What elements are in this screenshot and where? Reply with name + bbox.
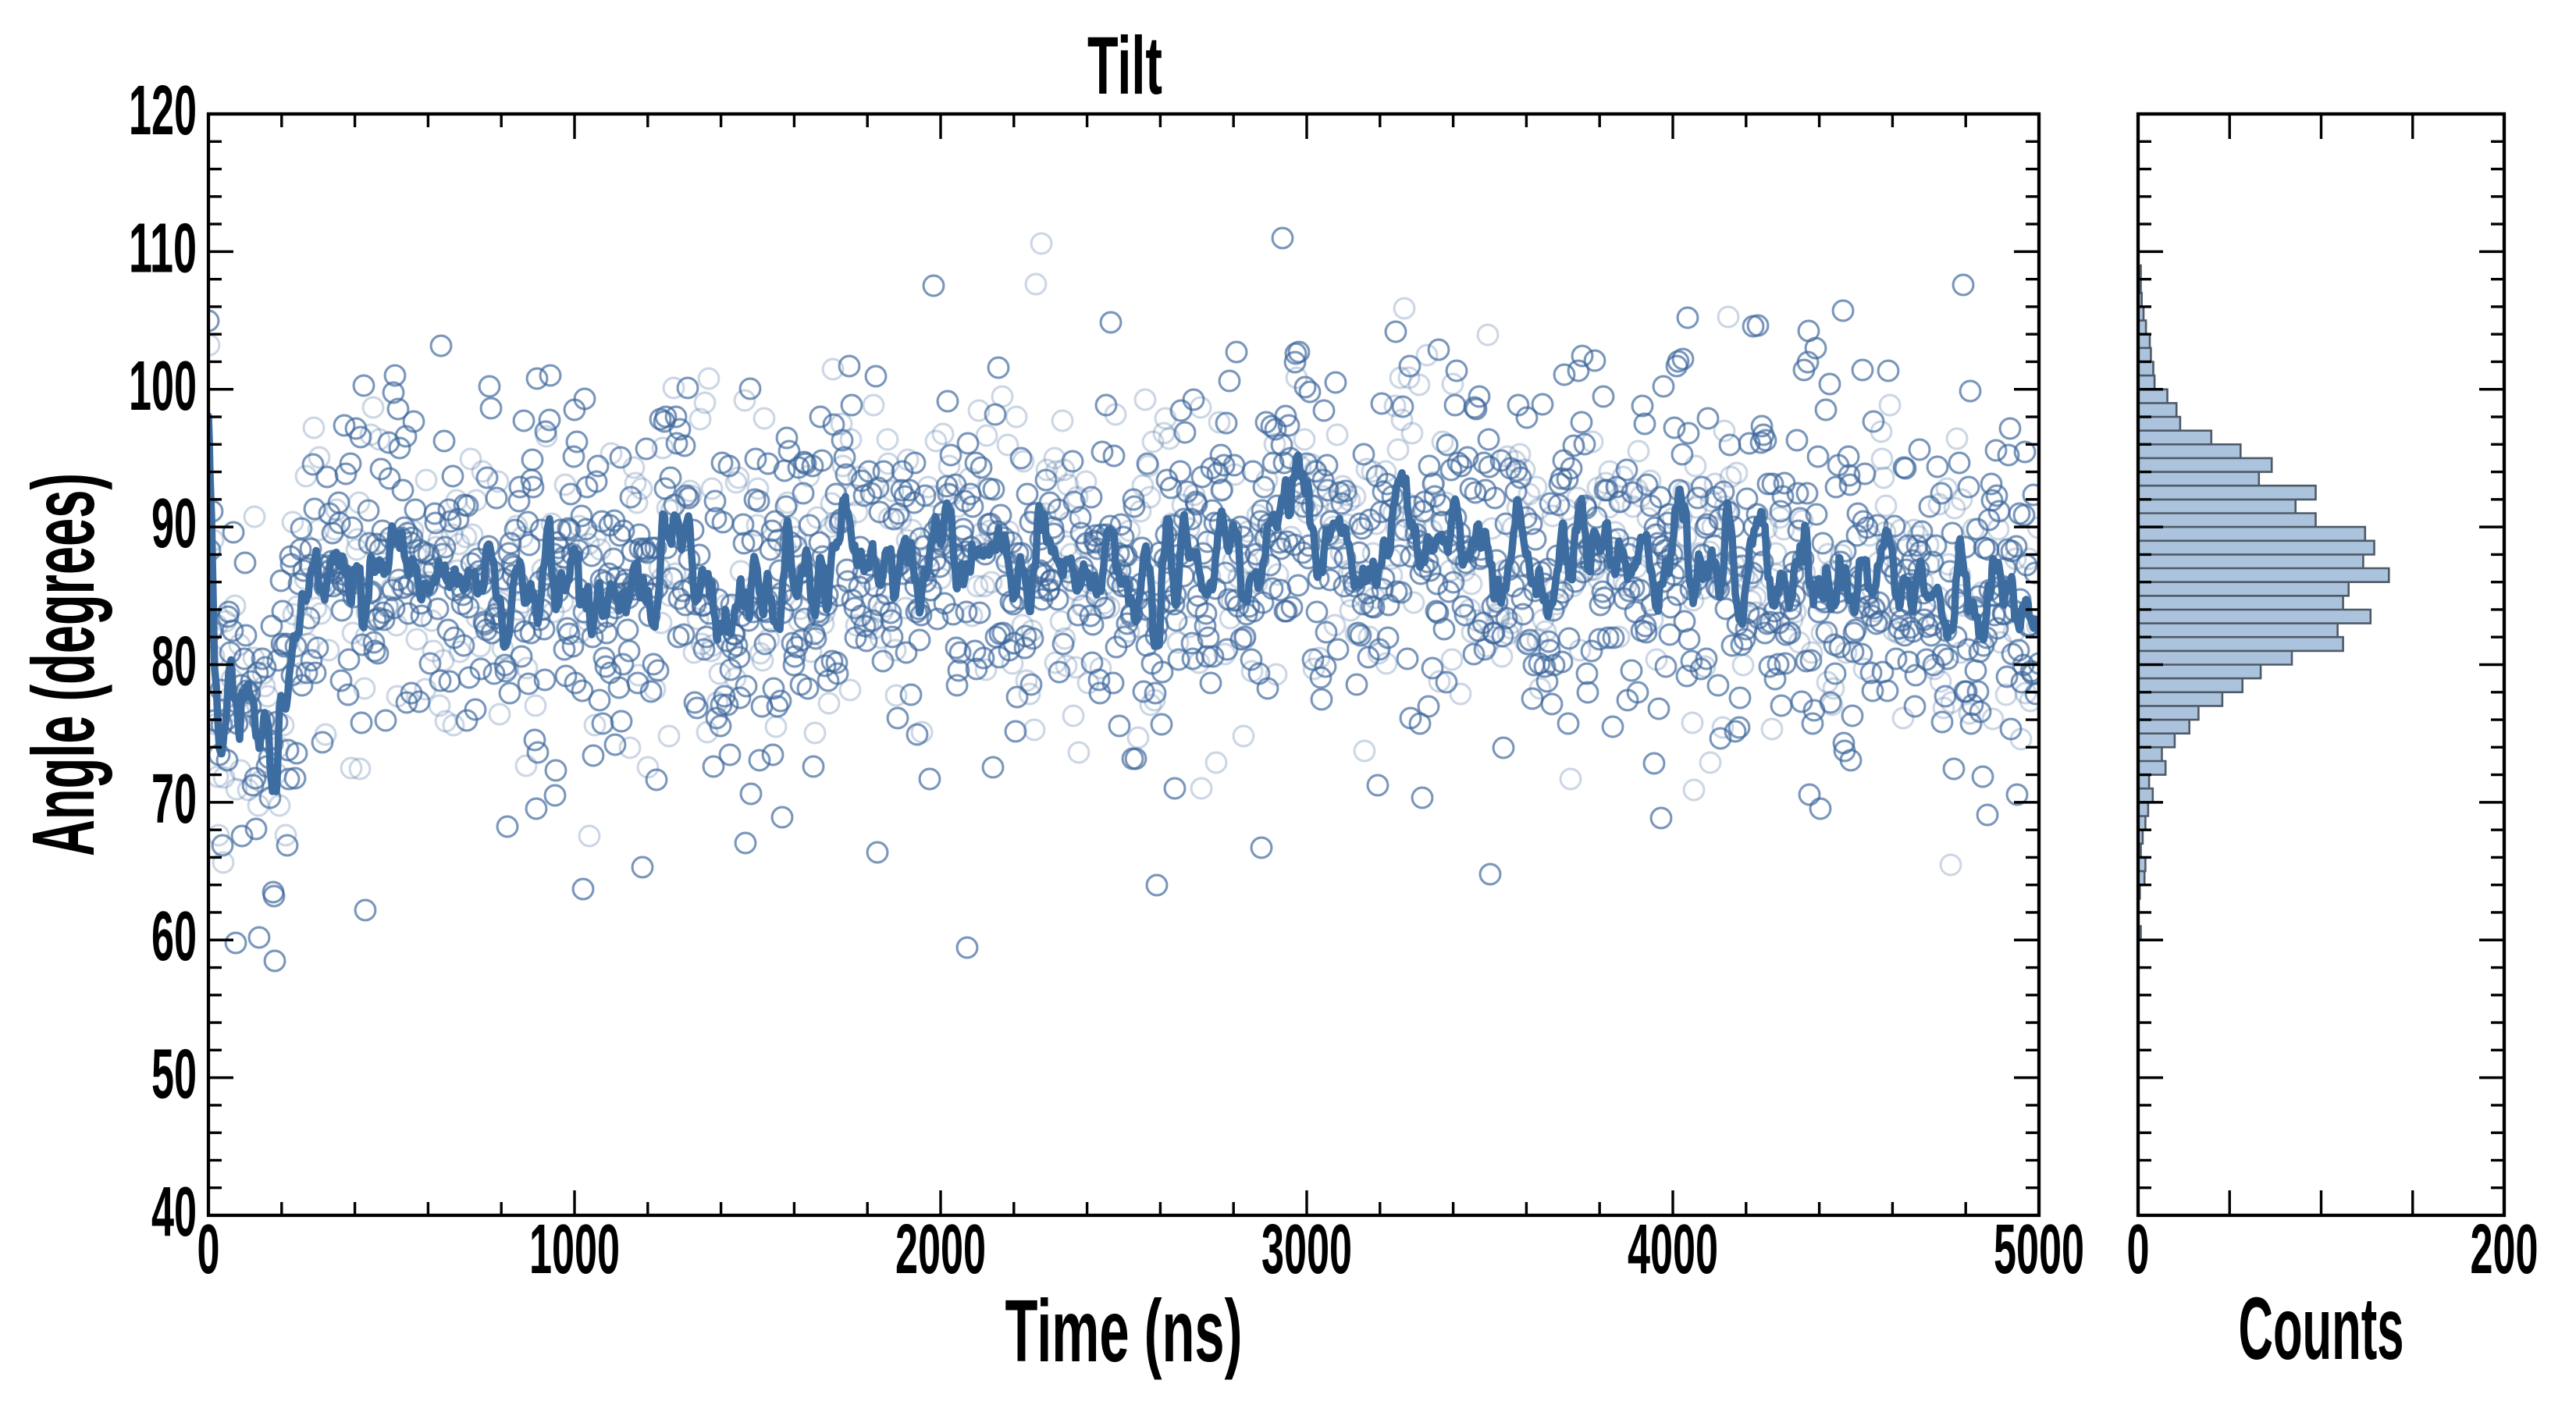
svg-text:80: 80	[151, 623, 197, 701]
svg-text:1000: 1000	[529, 1211, 620, 1289]
svg-text:110: 110	[129, 209, 197, 287]
svg-text:120: 120	[129, 72, 197, 150]
svg-text:Tilt: Tilt	[1087, 20, 1162, 112]
svg-text:Time (ns): Time (ns)	[1005, 1282, 1243, 1380]
svg-text:200: 200	[2471, 1211, 2539, 1289]
svg-text:Angle (degrees): Angle (degrees)	[14, 473, 112, 856]
svg-text:4000: 4000	[1628, 1211, 1718, 1289]
svg-text:50: 50	[151, 1036, 197, 1114]
svg-text:40: 40	[151, 1173, 197, 1251]
svg-text:2000: 2000	[895, 1211, 986, 1289]
svg-text:60: 60	[151, 898, 197, 976]
svg-text:70: 70	[151, 760, 197, 838]
svg-text:5000: 5000	[1994, 1211, 2084, 1289]
svg-text:90: 90	[151, 485, 197, 563]
svg-text:0: 0	[2127, 1211, 2150, 1289]
svg-text:0: 0	[197, 1211, 220, 1289]
svg-text:3000: 3000	[1261, 1211, 1352, 1289]
svg-text:100: 100	[129, 347, 197, 425]
svg-text:Counts: Counts	[2239, 1279, 2404, 1378]
